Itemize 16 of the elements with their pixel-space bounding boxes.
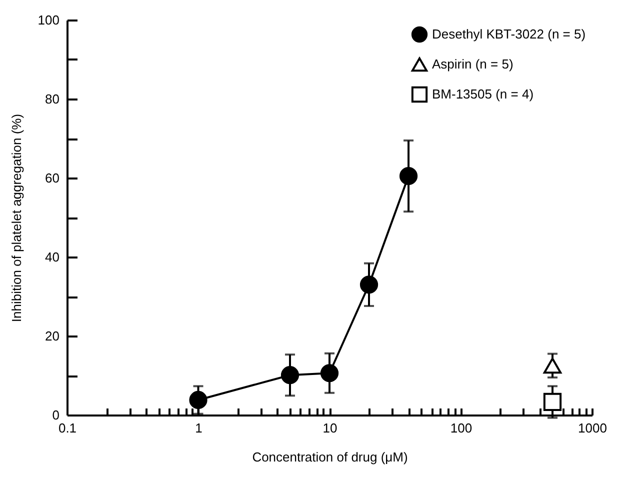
x-axis-title: Concentration of drug (μM) xyxy=(252,450,408,464)
y-tick-label: 0 xyxy=(52,408,60,422)
x-tick-label: 1 xyxy=(195,420,202,436)
x-tick-label: 0.1 xyxy=(58,420,77,436)
y-tick-label: 80 xyxy=(45,92,60,106)
y-tick-label: 20 xyxy=(45,328,60,344)
x-tick-label: 1000 xyxy=(578,420,607,436)
legend-label: Aspirin (n = 5) xyxy=(432,56,514,72)
y-axis-title: Inhibition of platelet aggregation (%) xyxy=(8,114,24,322)
y-tick-label: 40 xyxy=(45,250,60,264)
x-tick-label: 100 xyxy=(450,420,472,436)
y-tick-label: 60 xyxy=(45,170,60,186)
legend-label: Desethyl KBT-3022 (n = 5) xyxy=(432,26,586,42)
legend-label: BM-13505 (n = 4) xyxy=(432,86,534,102)
x-tick-label: 10 xyxy=(322,420,338,436)
y-tick-label: 100 xyxy=(38,12,60,28)
